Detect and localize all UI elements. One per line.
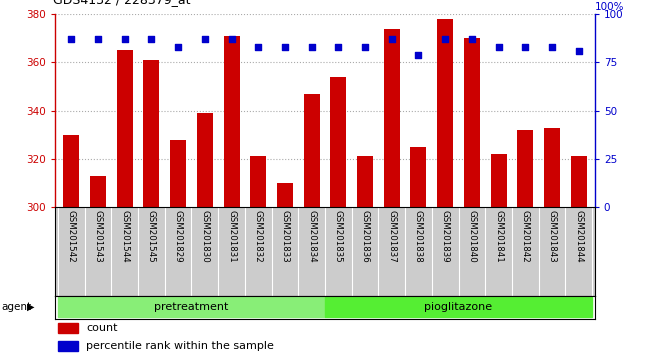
Point xyxy=(520,44,530,50)
Point xyxy=(440,36,450,42)
Point xyxy=(387,36,397,42)
Text: GSM201837: GSM201837 xyxy=(387,210,396,263)
Bar xyxy=(144,60,159,207)
Bar xyxy=(571,156,587,207)
Text: GSM201542: GSM201542 xyxy=(67,210,76,263)
Text: GSM201839: GSM201839 xyxy=(441,210,450,262)
Bar xyxy=(357,156,373,207)
Bar xyxy=(197,113,213,207)
Bar xyxy=(170,139,186,207)
Point xyxy=(306,44,317,50)
Text: GSM201543: GSM201543 xyxy=(94,210,103,263)
Bar xyxy=(544,127,560,207)
Point xyxy=(120,36,130,42)
Text: GSM201835: GSM201835 xyxy=(334,210,343,263)
Text: GSM201843: GSM201843 xyxy=(547,210,556,263)
Text: GSM201834: GSM201834 xyxy=(307,210,316,263)
Text: GSM201841: GSM201841 xyxy=(494,210,503,263)
Point xyxy=(253,44,263,50)
Bar xyxy=(58,323,78,333)
Text: GSM201836: GSM201836 xyxy=(361,210,370,263)
Point xyxy=(493,44,504,50)
Point xyxy=(413,52,424,57)
Text: GDS4132 / 228379_at: GDS4132 / 228379_at xyxy=(53,0,190,6)
Point xyxy=(360,44,370,50)
Text: count: count xyxy=(86,323,118,333)
Point xyxy=(226,36,237,42)
Bar xyxy=(330,77,346,207)
Point xyxy=(93,36,103,42)
Bar xyxy=(491,154,506,207)
Text: GSM201544: GSM201544 xyxy=(120,210,129,263)
Text: GSM201838: GSM201838 xyxy=(414,210,423,263)
Bar xyxy=(277,183,293,207)
Bar xyxy=(304,94,320,207)
Point xyxy=(66,36,77,42)
Text: GSM201832: GSM201832 xyxy=(254,210,263,263)
Bar xyxy=(384,29,400,207)
Text: pioglitazone: pioglitazone xyxy=(424,302,493,312)
Text: agent: agent xyxy=(1,302,31,312)
FancyBboxPatch shape xyxy=(325,297,592,318)
Point xyxy=(547,44,557,50)
Text: percentile rank within the sample: percentile rank within the sample xyxy=(86,341,274,351)
Text: GSM201829: GSM201829 xyxy=(174,210,183,262)
Bar xyxy=(464,38,480,207)
Bar xyxy=(437,19,453,207)
Text: GSM201840: GSM201840 xyxy=(467,210,476,263)
Point xyxy=(467,36,477,42)
Text: GSM201844: GSM201844 xyxy=(574,210,583,263)
Text: ▶: ▶ xyxy=(27,302,35,312)
Text: GSM201833: GSM201833 xyxy=(280,210,289,263)
Text: 100%: 100% xyxy=(595,2,624,12)
Bar xyxy=(63,135,79,207)
Point xyxy=(200,36,210,42)
Bar xyxy=(90,176,106,207)
Bar xyxy=(250,156,266,207)
Text: pretreatment: pretreatment xyxy=(154,302,229,312)
Bar xyxy=(224,36,240,207)
Text: GSM201545: GSM201545 xyxy=(147,210,156,263)
FancyBboxPatch shape xyxy=(58,297,325,318)
Text: GSM201831: GSM201831 xyxy=(227,210,236,263)
Point xyxy=(146,36,157,42)
Point xyxy=(173,44,183,50)
Bar xyxy=(517,130,533,207)
Text: GSM201842: GSM201842 xyxy=(521,210,530,263)
Bar xyxy=(117,50,133,207)
Bar xyxy=(58,341,78,351)
Bar xyxy=(410,147,426,207)
Point xyxy=(573,48,584,54)
Point xyxy=(333,44,344,50)
Text: GSM201830: GSM201830 xyxy=(200,210,209,263)
Point xyxy=(280,44,290,50)
